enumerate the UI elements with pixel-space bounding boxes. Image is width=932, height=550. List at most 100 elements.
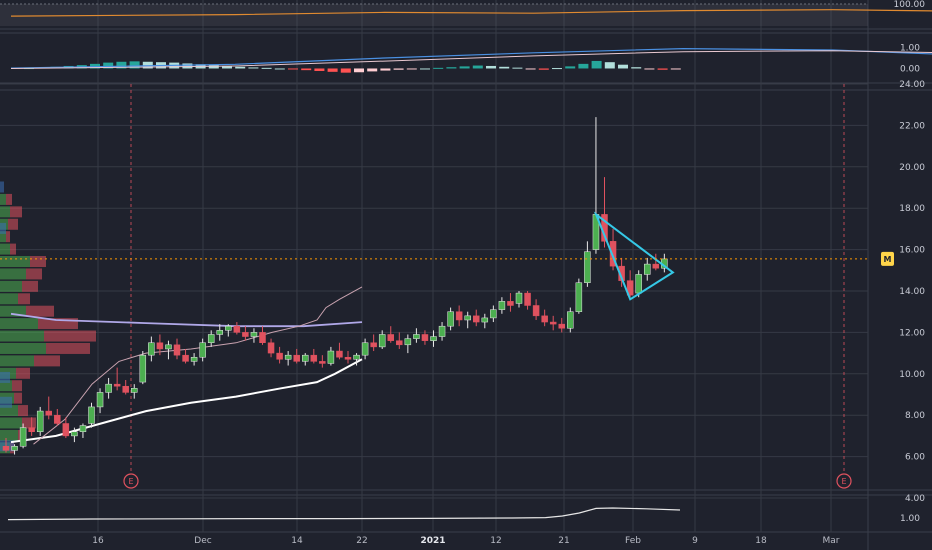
candle-body-2 — [19, 427, 27, 447]
event-label-1: E — [841, 477, 846, 486]
macd-bar-39 — [538, 68, 549, 70]
candle-body-13 — [113, 383, 121, 387]
candle-body-67 — [575, 282, 583, 312]
candle-body-41 — [353, 354, 360, 360]
macd-bar-37 — [512, 67, 523, 69]
time-tick-9: 18 — [755, 536, 767, 546]
candle-body-27 — [233, 325, 241, 333]
candle-body-37 — [319, 361, 326, 364]
profile-down-17 — [6, 231, 10, 243]
macd-bar-17 — [248, 67, 259, 69]
price-axis[interactable]: 24.00 22.00 20.00 18.00 16.00 14.00 12.00 10.00… — [894, 0, 926, 524]
candle-body-8 — [71, 431, 78, 437]
profile-blue-1 — [0, 396, 12, 408]
candle-body-72 — [618, 265, 625, 281]
candle-body-24 — [207, 334, 215, 344]
profile-down-4 — [14, 392, 22, 404]
macd-bar-49 — [670, 68, 681, 70]
candle-body-0 — [2, 446, 10, 451]
candle-body-15 — [131, 388, 138, 393]
price-tick-2: 20.00 — [899, 163, 925, 173]
candle-body-10 — [88, 406, 95, 424]
candle-body-59 — [507, 301, 514, 306]
macd-bar-40 — [552, 68, 562, 70]
candle-body-63 — [541, 315, 548, 323]
candle-body-57 — [490, 309, 497, 319]
price-badge-label: M — [884, 255, 892, 264]
moving-averages — [10, 286, 363, 445]
candle-body-35 — [302, 354, 309, 362]
candle-body-39 — [336, 350, 343, 358]
candle-body-64 — [549, 321, 557, 325]
macd-bar-20 — [288, 68, 298, 70]
profile-up-10 — [0, 318, 38, 330]
candle-body-48 — [413, 334, 420, 339]
candle-body-65 — [558, 323, 565, 329]
candle-body-22 — [190, 356, 198, 362]
event-badge-0 — [123, 473, 139, 489]
time-tick-2: 14 — [291, 536, 303, 546]
candle-body-40 — [344, 356, 352, 360]
candle-body-7 — [62, 423, 70, 437]
profile-up-3 — [0, 405, 18, 417]
candle-body-56 — [481, 317, 489, 323]
profile-up-5 — [0, 380, 12, 392]
candle-body-53 — [455, 311, 463, 321]
candle-body-21 — [182, 354, 189, 362]
macd-bar-32 — [446, 67, 457, 69]
macd-bar-19 — [274, 68, 285, 70]
time-axis[interactable]: 16 Dec 14 22 2021 12 21 Feb 9 18 Mar — [92, 536, 840, 546]
candle-body-76 — [652, 263, 660, 269]
profile-down-16 — [10, 243, 16, 255]
candle-body-33 — [284, 354, 292, 360]
profile-blue-3 — [0, 222, 6, 234]
profile-blue-2 — [0, 371, 10, 383]
candle-body-58 — [498, 301, 506, 310]
macd-bar-29 — [406, 68, 417, 70]
profile-blue-0 — [0, 440, 14, 452]
profile-up-1 — [0, 429, 18, 441]
macd-bar-35 — [486, 65, 496, 69]
macd-bar-23 — [327, 68, 338, 72]
macd-bar-9 — [142, 61, 153, 69]
lower-indicator-panel — [7, 507, 681, 521]
profile-down-7 — [34, 355, 60, 367]
profile-up-12 — [0, 293, 18, 305]
macd-bar-43 — [591, 60, 602, 69]
candle-body-61 — [524, 292, 531, 306]
macd-bar-42 — [578, 63, 589, 69]
time-tick-3: 22 — [356, 536, 367, 546]
macd-bar-16 — [235, 66, 246, 69]
profile-blue-4 — [0, 181, 4, 193]
candle-body-66 — [567, 311, 574, 329]
triangle-pattern — [593, 211, 675, 301]
candle-body-43 — [370, 342, 377, 348]
profile-up-13 — [0, 280, 22, 292]
candle-body-44 — [378, 334, 386, 348]
candle-body-6 — [54, 414, 61, 424]
profile-down-5 — [12, 380, 22, 392]
macd-bar-14 — [208, 65, 219, 69]
profile-up-9 — [0, 330, 44, 342]
candle-body-49 — [421, 334, 429, 341]
profile-up-15 — [0, 256, 30, 268]
profile-up-11 — [0, 305, 26, 317]
macd-bar-18 — [261, 67, 272, 69]
profile-down-9 — [44, 330, 96, 342]
macd-bar-21 — [301, 68, 312, 71]
price-tick-4: 16.00 — [899, 246, 925, 256]
profile-down-6 — [16, 367, 30, 379]
profile-up-8 — [0, 342, 46, 354]
candle-body-9 — [79, 425, 87, 433]
profile-down-15 — [30, 256, 46, 268]
time-tick-8: 9 — [692, 536, 698, 546]
candle-body-60 — [515, 292, 523, 304]
macd-panel — [10, 47, 932, 73]
candle-body-30 — [259, 332, 266, 343]
profile-down-8 — [46, 342, 90, 354]
candle-body-50 — [430, 336, 437, 341]
price-tick-10: 4.00 — [905, 494, 925, 504]
lower-tick-0: 1.00 — [900, 514, 920, 524]
macd-bar-33 — [459, 66, 470, 69]
